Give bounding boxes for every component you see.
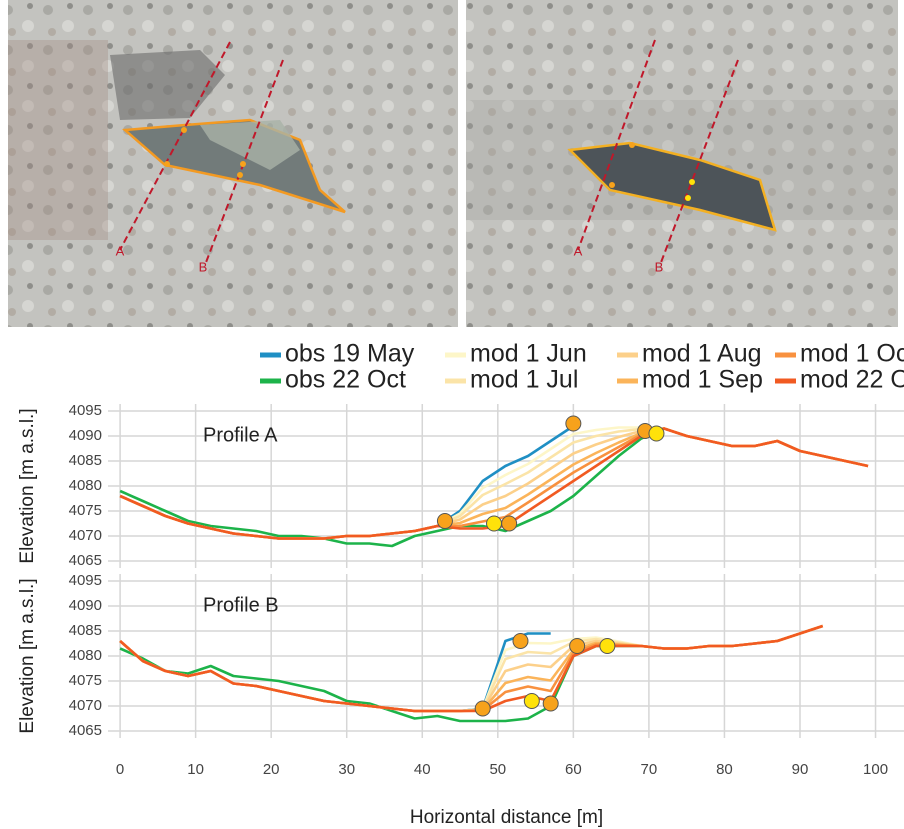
x-tick-label: 100 [863, 761, 888, 778]
legend-label: obs 19 May [285, 340, 415, 368]
y-tick-label: 4075 [69, 502, 102, 519]
y-tick-label: 4065 [69, 722, 102, 739]
marker [474, 700, 491, 717]
y-tick-label: 4095 [69, 572, 102, 589]
profile-label: B [199, 259, 208, 274]
profile-label: A [574, 243, 583, 258]
legend-label: mod 1 Jul [470, 366, 578, 394]
photo-left: A B [8, 0, 458, 327]
y-axis-label: Elevation [m a.s.l.] [17, 578, 38, 733]
marker [486, 515, 503, 532]
marker [523, 693, 540, 709]
panel-title: Profile B [203, 594, 279, 616]
y-tick-label: 4070 [69, 527, 102, 544]
photo-right: A B [466, 0, 898, 327]
marker [599, 638, 616, 654]
y-tick-label: 4065 [69, 552, 102, 569]
panel-title: Profile A [203, 424, 278, 446]
x-tick-label: 70 [641, 761, 658, 778]
legend-label: mod 1 Oct [800, 340, 904, 368]
y-tick-label: 4085 [69, 622, 102, 639]
x-tick-label: 20 [263, 761, 280, 778]
marker [512, 633, 529, 649]
series-line [119, 624, 824, 713]
legend-label: obs 22 Oct [285, 366, 406, 394]
x-tick-label: 50 [489, 761, 506, 778]
y-tick-label: 4095 [69, 402, 102, 419]
y-tick-label: 4090 [69, 427, 102, 444]
y-tick-label: 4070 [69, 697, 102, 714]
legend-label: mod 22 Oct [800, 366, 904, 394]
marker [542, 695, 559, 712]
x-tick-label: 80 [716, 761, 733, 778]
marker [501, 515, 518, 532]
y-tick-label: 4090 [69, 597, 102, 614]
x-tick-label: 40 [414, 761, 431, 778]
marker [565, 415, 582, 432]
marker [648, 425, 665, 442]
profile-label: A [116, 243, 125, 258]
x-tick-label: 10 [187, 761, 204, 778]
x-tick-label: 0 [116, 761, 124, 778]
y-axis-label: Elevation [m a.s.l.] [17, 408, 38, 563]
y-tick-label: 4080 [69, 647, 102, 664]
y-tick-label: 4085 [69, 452, 102, 469]
y-tick-label: 4080 [69, 477, 102, 494]
x-tick-label: 90 [792, 761, 809, 778]
x-axis-label: Horizontal distance [m] [410, 807, 603, 828]
legend-label: mod 1 Sep [642, 366, 763, 394]
profile-label: B [655, 259, 664, 274]
legend-label: mod 1 Aug [642, 340, 762, 368]
y-tick-label: 4075 [69, 672, 102, 689]
legend-label: mod 1 Jun [470, 340, 587, 368]
x-tick-label: 60 [565, 761, 582, 778]
marker [569, 638, 586, 654]
marker [436, 513, 453, 529]
x-tick-label: 30 [338, 761, 355, 778]
